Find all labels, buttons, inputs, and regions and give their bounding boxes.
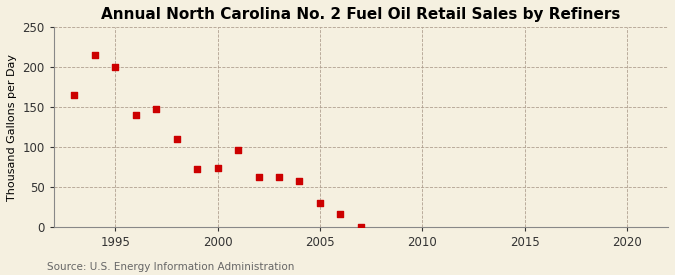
Point — [212, 166, 223, 170]
Point — [294, 179, 305, 183]
Point — [356, 225, 367, 229]
Point — [192, 167, 202, 172]
Point — [315, 201, 325, 205]
Text: Source: U.S. Energy Information Administration: Source: U.S. Energy Information Administ… — [47, 262, 294, 272]
Point — [233, 148, 244, 152]
Point — [89, 53, 100, 57]
Point — [253, 174, 264, 179]
Point — [130, 113, 141, 117]
Point — [171, 137, 182, 141]
Point — [335, 212, 346, 216]
Title: Annual North Carolina No. 2 Fuel Oil Retail Sales by Refiners: Annual North Carolina No. 2 Fuel Oil Ret… — [101, 7, 620, 22]
Point — [273, 175, 284, 180]
Point — [110, 65, 121, 69]
Point — [69, 93, 80, 97]
Y-axis label: Thousand Gallons per Day: Thousand Gallons per Day — [7, 54, 17, 200]
Point — [151, 106, 161, 111]
